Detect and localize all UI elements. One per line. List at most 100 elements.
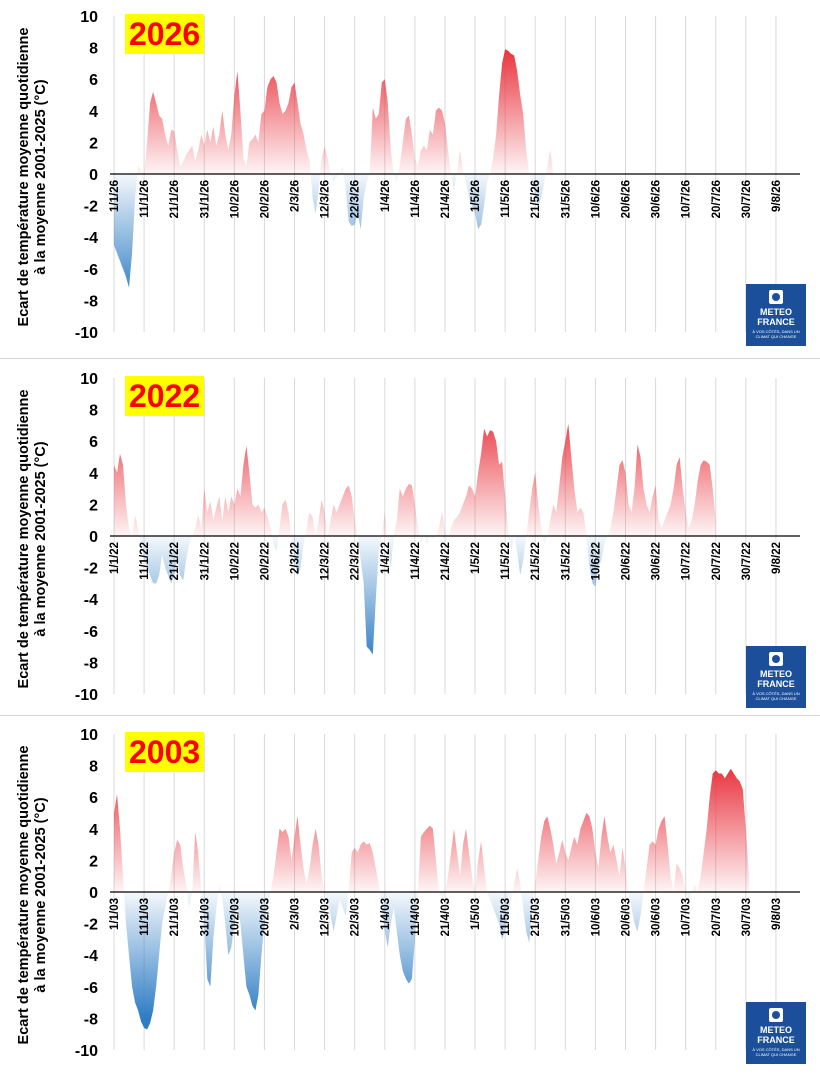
x-tick-label: 1/5/22 xyxy=(470,542,482,574)
y-axis-label-line1: Ecart de température moyenne quotidienne xyxy=(16,745,32,1045)
x-tick-label: 1/5/03 xyxy=(470,898,482,930)
x-tick-label: 21/1/03 xyxy=(169,898,181,936)
y-tick-label: 4 xyxy=(89,822,98,839)
x-tick-label: 12/3/22 xyxy=(320,542,332,580)
positive-anomaly-area xyxy=(114,49,554,174)
x-tick-label: 20/7/26 xyxy=(711,180,723,218)
x-tick-label: 11/1/22 xyxy=(139,542,151,580)
x-tick-label: 10/2/22 xyxy=(229,542,241,580)
x-tick-label: 20/7/22 xyxy=(711,542,723,580)
x-tick-label: 31/5/22 xyxy=(560,542,572,580)
x-tick-label: 20/6/22 xyxy=(620,542,632,580)
x-tick-label: 11/1/26 xyxy=(139,180,151,218)
x-tick-label: 22/3/26 xyxy=(350,180,362,218)
y-tick-label: -4 xyxy=(84,948,98,965)
meteo-france-logo: METEO FRANCE À VOS CÔTÉS, DANS UN CLIMAT Q… xyxy=(746,1002,806,1064)
meteo-france-logo: METEO FRANCE À VOS CÔTÉS, DANS UN CLIMAT Q… xyxy=(746,284,806,346)
year-badge: 2022 xyxy=(125,376,205,416)
y-axis-label-line2: à la moyenne 2001-2025 (°C) xyxy=(33,79,49,275)
y-tick-label: -8 xyxy=(84,293,98,310)
x-tick-label: 30/6/03 xyxy=(651,898,663,936)
y-tick-label: 10 xyxy=(80,9,98,26)
y-tick-label: -2 xyxy=(84,917,98,934)
y-tick-label: 2 xyxy=(89,497,98,514)
x-tick-label: 20/2/03 xyxy=(259,898,271,936)
y-axis-label-line2: à la moyenne 2001-2025 (°C) xyxy=(33,441,49,637)
logo-tagline: À VOS CÔTÉS, DANS UN CLIMAT QUI CHANGE xyxy=(752,691,800,701)
x-tick-label: 30/7/03 xyxy=(741,898,753,936)
y-tick-label: 10 xyxy=(80,727,98,744)
logo-text-line1: METEO xyxy=(759,669,792,679)
x-tick-label: 22/3/03 xyxy=(350,898,362,936)
positive-anomaly-area xyxy=(114,423,716,536)
y-tick-label: -2 xyxy=(84,199,98,216)
y-tick-label: -4 xyxy=(84,230,98,247)
temperature-anomaly-chart: 10 8 6 4 2 0 -2 -4 -6 -8 -10 1/1/26 11/1/26 21/1/26 31… xyxy=(75,9,800,342)
logo-tagline: À VOS CÔTÉS, DANS UN CLIMAT QUI CHANGE xyxy=(752,329,800,339)
x-tick-label: 10/6/22 xyxy=(590,542,602,580)
y-axis-label-line2: à la moyenne 2001-2025 (°C) xyxy=(33,797,49,993)
logo-text-line1: METEO xyxy=(759,307,792,317)
x-tick-label: 1/1/26 xyxy=(109,180,121,212)
x-tick-label: 11/4/03 xyxy=(410,898,422,936)
y-tick-label: -6 xyxy=(84,262,98,279)
x-tick-label: 20/6/03 xyxy=(620,898,632,936)
x-tick-label: 10/6/26 xyxy=(590,180,602,218)
logo-mark-icon xyxy=(769,652,783,666)
y-tick-label: 2 xyxy=(89,135,98,152)
x-tick-label: 30/6/22 xyxy=(651,542,663,580)
y-tick-label: 8 xyxy=(89,403,98,420)
x-tick-label: 31/1/22 xyxy=(199,542,211,580)
x-tick-label: 11/5/22 xyxy=(500,542,512,580)
x-tick-label: 31/5/03 xyxy=(560,898,572,936)
y-tick-label: 10 xyxy=(80,371,98,388)
x-tick-label: 1/5/26 xyxy=(470,180,482,212)
year-badge: 2026 xyxy=(125,14,205,54)
logo-text-line2: FRANCE xyxy=(757,679,795,689)
y-tick-label: 4 xyxy=(89,466,98,483)
x-tick-label: 10/7/26 xyxy=(681,180,693,218)
x-tick-label: 21/4/03 xyxy=(440,898,452,936)
x-tick-label: 30/6/26 xyxy=(651,180,663,218)
x-tick-label: 1/4/26 xyxy=(380,180,392,212)
y-axis-label: Ecart de température moyenne quotidienne… xyxy=(8,718,58,1073)
y-tick-label: 4 xyxy=(89,104,98,121)
y-tick-label: 0 xyxy=(89,167,98,184)
y-axis-label-line1: Ecart de température moyenne quotidienne xyxy=(16,389,32,689)
x-tick-label: 31/5/26 xyxy=(560,180,572,218)
y-tick-label: 2 xyxy=(89,853,98,870)
panel-separator xyxy=(0,715,820,716)
x-tick-label: 30/7/26 xyxy=(741,180,753,218)
x-tick-label: 21/1/26 xyxy=(169,180,181,218)
logo-mark-icon xyxy=(769,1008,783,1022)
logo-text-line2: FRANCE xyxy=(757,1035,795,1045)
logo-tagline: À VOS CÔTÉS, DANS UN CLIMAT QUI CHANGE xyxy=(752,1047,800,1057)
chart-panel-2026: 10 8 6 4 2 0 -2 -4 -6 -8 -10 1/1/26 11/1/26 21/1/26 31… xyxy=(0,0,820,355)
y-tick-label: -2 xyxy=(84,561,98,578)
x-tick-label: 21/5/22 xyxy=(530,542,542,580)
y-tick-label: -10 xyxy=(75,1043,98,1060)
x-tick-label: 31/1/03 xyxy=(199,898,211,936)
x-tick-label: 10/2/03 xyxy=(229,898,241,936)
y-axis-label-line1: Ecart de température moyenne quotidienne xyxy=(16,27,32,327)
y-axis-label: Ecart de température moyenne quotidienne… xyxy=(8,362,58,717)
y-axis-label: Ecart de température moyenne quotidienne… xyxy=(8,0,58,355)
y-tick-label: -6 xyxy=(84,980,98,997)
x-tick-label: 1/1/03 xyxy=(109,898,121,930)
x-tick-label: 2/3/22 xyxy=(290,542,302,574)
positive-anomaly-area xyxy=(114,768,749,892)
y-tick-label: 0 xyxy=(89,885,98,902)
y-tick-label: 8 xyxy=(89,759,98,776)
year-badge: 2003 xyxy=(125,732,205,772)
x-tick-label: 11/1/03 xyxy=(139,898,151,936)
meteo-france-logo: METEO FRANCE À VOS CÔTÉS, DANS UN CLIMAT Q… xyxy=(746,646,806,708)
x-tick-label: 10/7/03 xyxy=(681,898,693,936)
x-tick-label: 20/2/22 xyxy=(259,542,271,580)
x-tick-label: 10/6/03 xyxy=(590,898,602,936)
x-tick-label: 11/5/03 xyxy=(500,898,512,936)
chart-panel-2022: 10 8 6 4 2 0 -2 -4 -6 -8 -10 1/1/22 11/1/22 21/1/22 31… xyxy=(0,362,820,717)
x-tick-label: 9/8/22 xyxy=(771,542,783,574)
x-tick-label: 1/4/03 xyxy=(380,898,392,930)
x-tick-label: 20/2/26 xyxy=(259,180,271,218)
